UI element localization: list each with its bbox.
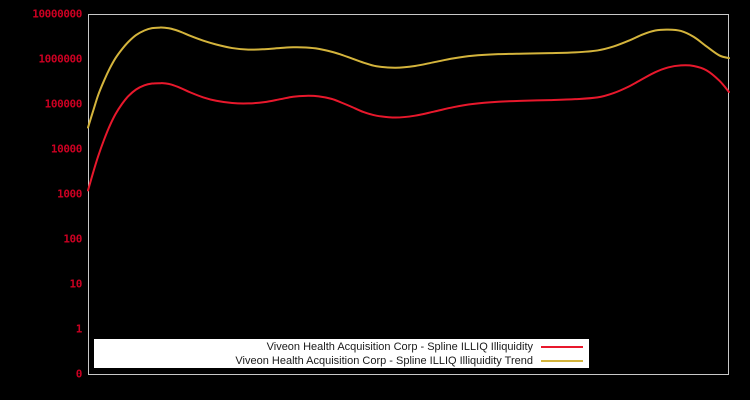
y-axis-tick-label: 10000000 — [32, 7, 82, 21]
plot-area-border — [88, 14, 729, 375]
y-axis-tick-label: 1000 — [57, 187, 82, 201]
legend-color-swatch — [541, 345, 583, 348]
y-axis-tick-label: 10 — [69, 277, 83, 291]
y-axis-tick-label: 1 — [75, 322, 83, 336]
series-line-illiquidity-trend — [87, 26, 730, 129]
y-axis-tick-label: 0 — [75, 367, 83, 381]
y-axis-tick-label: 100000 — [44, 97, 83, 111]
y-axis-tick-label: 1000000 — [38, 52, 82, 66]
legend-item[interactable]: Viveon Health Acquisition Corp - Spline … — [94, 354, 589, 368]
y-axis-tick-label: 10000 — [50, 142, 83, 156]
y-axis-tick-labels: 10000000 1000000 100000 10000 1000 100 10 1 0 — [0, 0, 82, 400]
legend-color-swatch — [541, 359, 583, 362]
series-line-illiquidity — [87, 64, 730, 192]
chart-legend[interactable]: Viveon Health Acquisition Corp - Spline … — [93, 338, 590, 369]
legend-item-label: Viveon Health Acquisition Corp - Spline … — [235, 354, 533, 367]
legend-item[interactable]: Viveon Health Acquisition Corp - Spline … — [94, 340, 589, 354]
legend-item-label: Viveon Health Acquisition Corp - Spline … — [266, 340, 533, 353]
y-axis-tick-label: 100 — [63, 232, 82, 246]
